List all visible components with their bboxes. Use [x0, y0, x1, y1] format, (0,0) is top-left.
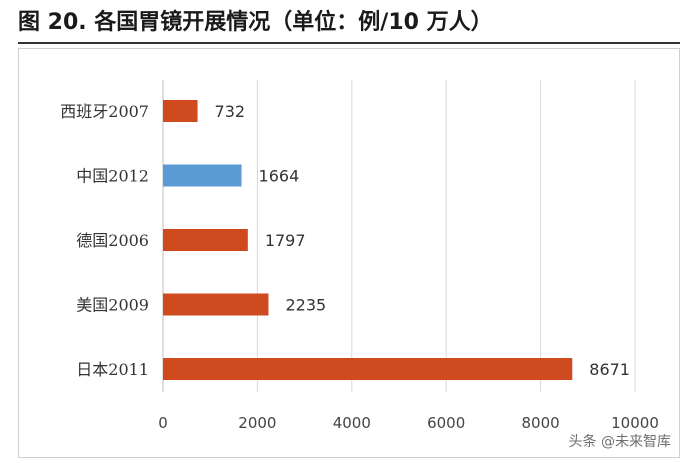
bar — [163, 164, 242, 187]
x-tick-label: 0 — [158, 414, 168, 432]
x-tick-label: 8000 — [522, 414, 560, 432]
category-label: 美国2009 — [76, 296, 149, 315]
bar — [163, 293, 269, 316]
value-label: 8671 — [589, 360, 630, 379]
x-tick-label: 10000 — [611, 414, 659, 432]
x-tick-label: 6000 — [427, 414, 465, 432]
value-label: 2235 — [285, 296, 326, 315]
value-label: 1664 — [259, 167, 300, 186]
chart-frame — [18, 48, 680, 458]
value-labels: 732 1664 1797 2235 8671 — [215, 102, 630, 379]
bar — [163, 229, 248, 251]
category-label: 德国2006 — [76, 231, 149, 250]
value-label: 732 — [215, 102, 246, 121]
bars — [163, 100, 573, 380]
value-label: 1797 — [265, 231, 306, 250]
category-label: 中国2012 — [76, 167, 149, 186]
watermark: 头条 @未来智库 — [568, 434, 671, 450]
category-labels: 西班牙2007 中国2012 德国2006 美国2009 日本2011 — [60, 102, 149, 379]
x-tick-labels: 0 2000 4000 6000 8000 10000 — [158, 414, 659, 432]
category-label: 日本2011 — [76, 360, 149, 379]
x-tick-label: 4000 — [333, 414, 371, 432]
title-rule — [18, 42, 680, 44]
category-label: 西班牙2007 — [60, 102, 149, 121]
x-tick-label: 2000 — [238, 414, 276, 432]
bar — [163, 100, 198, 122]
bar — [163, 358, 573, 380]
figure-title: 图 20. 各国胃镜开展情况（单位：例/10 万人） — [18, 10, 493, 35]
